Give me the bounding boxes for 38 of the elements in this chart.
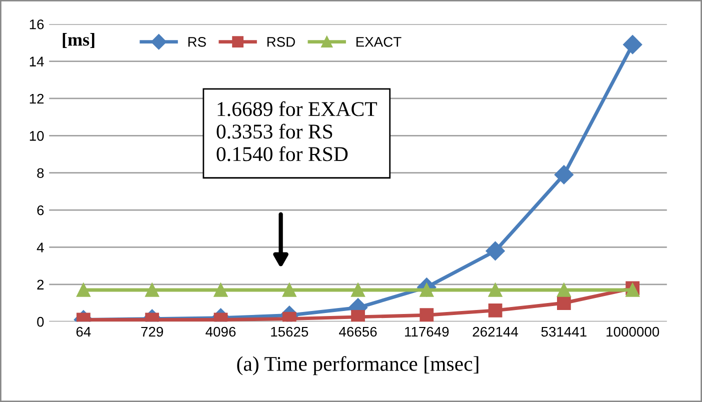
x-tick-label: 117649: [405, 326, 449, 337]
y-tick-label: 8: [37, 168, 44, 178]
y-tick-label: 6: [37, 205, 44, 216]
y-tick-label: 12: [30, 94, 44, 104]
annotation: 1.6689 for EXACT 0.3353 for RS 0.1540 for RSD: [216, 101, 378, 162]
x-tick-label: 15625: [271, 326, 308, 337]
x-tick-label: 531441: [541, 326, 586, 337]
point: [145, 283, 160, 297]
y-tick-label: 4: [36, 242, 44, 252]
x-tick-label: 1000000: [606, 326, 660, 337]
x-tick-label: 262144: [472, 326, 518, 337]
point: [486, 241, 505, 260]
point: [556, 283, 571, 297]
y-axis-title: [ms]: [62, 33, 94, 48]
point: [351, 283, 365, 297]
y-tick-label: 14: [30, 56, 44, 66]
x-tick-label: 729: [141, 326, 164, 337]
point: [488, 304, 502, 318]
x-tick-label: 4096: [206, 326, 236, 337]
point: [214, 283, 228, 297]
point: [556, 296, 571, 310]
point: [420, 308, 434, 322]
point: [488, 283, 502, 297]
legend-label: EXACT: [356, 36, 402, 47]
y-tick-label: 10: [30, 131, 44, 141]
legend-label: RSD: [267, 36, 295, 47]
point: [76, 283, 90, 297]
point: [282, 283, 296, 297]
x-axis-title: (a) Time performance [msec]: [237, 356, 478, 376]
y-tick-label: 2: [37, 280, 44, 290]
point: [623, 35, 642, 54]
point: [554, 165, 574, 184]
point: [351, 310, 365, 322]
y-tick-label: 0: [37, 316, 44, 327]
legend-label: RS: [188, 36, 206, 47]
y-tick-label: 16: [30, 19, 44, 30]
x-tick-label: 46656: [339, 326, 377, 337]
x-tick-label: 64: [76, 326, 91, 337]
